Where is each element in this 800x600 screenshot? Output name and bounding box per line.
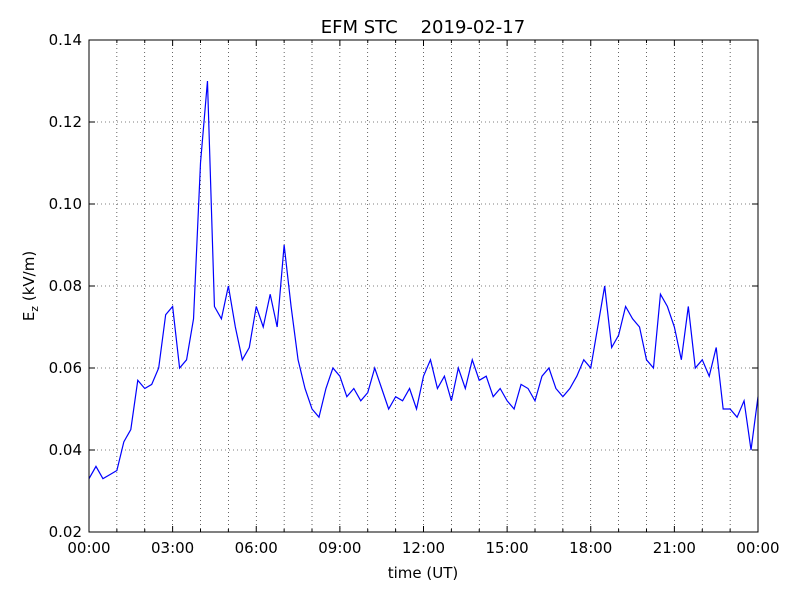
x-tick-label: 15:00	[486, 539, 529, 557]
y-axis-label: Ez (kV/m)	[20, 251, 41, 321]
x-tick-label: 21:00	[653, 539, 696, 557]
x-tick-label: 03:00	[151, 539, 194, 557]
plot-frame	[88, 39, 759, 533]
y-tick-label: 0.10	[49, 195, 82, 213]
chart-title: EFM STC 2019-02-17	[321, 17, 525, 38]
y-tick-label: 0.06	[49, 359, 82, 377]
x-tick-label: 00:00	[736, 539, 779, 557]
x-axis-label: time (UT)	[388, 564, 459, 582]
y-tick-label: 0.08	[49, 277, 82, 295]
x-tick-label: 18:00	[569, 539, 612, 557]
y-tick-label: 0.14	[49, 31, 82, 49]
x-tick-label: 06:00	[235, 539, 278, 557]
y-tick-label: 0.04	[49, 441, 82, 459]
x-tick-label: 09:00	[318, 539, 361, 557]
y-tick-label: 0.02	[49, 523, 82, 541]
y-label-main: E	[20, 312, 38, 321]
x-tick-label: 12:00	[402, 539, 445, 557]
x-tick-label: 00:00	[67, 539, 110, 557]
y-label-rest: (kV/m)	[20, 251, 38, 306]
data-line	[88, 80, 759, 480]
y-tick-label: 0.12	[49, 113, 82, 131]
y-label-sub: z	[28, 306, 41, 312]
